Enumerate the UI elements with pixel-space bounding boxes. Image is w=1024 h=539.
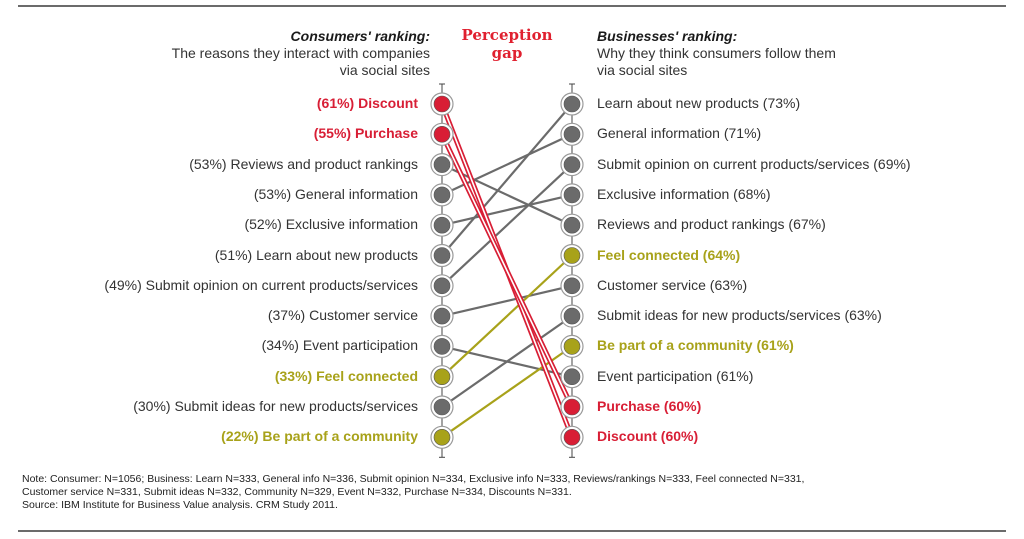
consumer-node — [433, 126, 451, 143]
consumer-node — [433, 398, 451, 416]
business-label: General information (71%) — [597, 125, 762, 142]
consumer-node — [433, 247, 451, 264]
consumer-label: (33%) Feel connected — [274, 367, 418, 384]
business-node — [563, 428, 581, 446]
consumer-label: (53%) General information — [253, 185, 418, 202]
consumers-subtitle-2: via social sites — [339, 62, 430, 78]
business-node — [563, 368, 581, 386]
consumer-node — [433, 277, 451, 295]
business-node — [563, 398, 581, 416]
consumer-node — [433, 338, 451, 355]
business-node — [563, 186, 581, 204]
connector-submit-ideas-for-new-products-services — [441, 315, 573, 408]
consumer-node — [433, 156, 451, 173]
business-label: Exclusive information (68%) — [597, 185, 771, 202]
footnotes: Note: Consumer: N=1056; Business: Learn … — [22, 473, 1002, 512]
consumer-label: (22%) Be part of a community — [221, 428, 418, 445]
connector-learn-about-new-products — [441, 103, 573, 257]
business-label: Event participation (61%) — [597, 367, 754, 384]
consumer-label: (52%) Exclusive information — [244, 216, 418, 233]
bottom-rule — [18, 530, 1006, 532]
business-label: Reviews and product rankings (67%) — [597, 216, 826, 233]
connector-feel-connected — [441, 254, 573, 378]
consumer-node — [433, 95, 451, 113]
businesses-subtitle-2: via social sites — [597, 62, 688, 78]
business-label: Feel connected (64%) — [597, 246, 741, 263]
business-node — [563, 216, 581, 234]
consumer-label: (51%) Learn about new products — [214, 246, 418, 263]
consumer-label: (34%) Event participation — [261, 337, 418, 354]
business-node — [563, 277, 581, 295]
consumer-node — [433, 307, 451, 325]
consumers-subtitle-1: The reasons they interact with companies — [171, 45, 430, 61]
connector-exclusive-information — [441, 193, 573, 227]
business-node — [563, 307, 581, 325]
business-label: Discount (60%) — [597, 428, 699, 445]
business-label: Submit ideas for new products/services (… — [597, 307, 882, 324]
business-label: Be part of a community (61%) — [597, 337, 794, 354]
businesses-header: Businesses' ranking: Why they think cons… — [597, 28, 957, 79]
business-node — [563, 156, 581, 173]
businesses-title: Businesses' ranking: — [597, 28, 738, 44]
consumer-label: (37%) Customer service — [267, 307, 418, 324]
business-label: Purchase (60%) — [597, 398, 702, 414]
consumer-label: (61%) Discount — [316, 95, 418, 111]
connector-customer-service — [441, 284, 573, 318]
consumer-label: (30%) Submit ideas for new products/serv… — [133, 398, 418, 414]
business-node — [563, 126, 581, 143]
consumer-node — [433, 216, 451, 234]
note-line-1: Note: Consumer: N=1056; Business: Learn … — [22, 473, 805, 485]
source-line: Source: IBM Institute for Business Value… — [22, 499, 338, 511]
consumer-node — [433, 368, 451, 386]
consumers-title: Consumers' ranking: — [290, 28, 430, 44]
businesses-subtitle-1: Why they think consumers follow them — [597, 45, 836, 61]
business-label: Submit opinion on current products/servi… — [597, 155, 911, 172]
consumer-node — [433, 428, 451, 446]
top-rule — [18, 5, 1006, 7]
business-node — [563, 247, 581, 264]
business-node — [563, 95, 581, 113]
consumer-node — [433, 186, 451, 204]
business-label: Learn about new products (73%) — [597, 95, 801, 111]
chart-title: Perception gap — [461, 26, 553, 62]
consumer-label: (49%) Submit opinion on current products… — [104, 276, 418, 293]
consumer-label: (55%) Purchase — [313, 125, 418, 142]
note-line-2: Customer service N=331, Submit ideas N=3… — [22, 486, 572, 498]
business-label: Customer service (63%) — [597, 276, 748, 293]
connector-general-information — [441, 133, 573, 196]
business-node — [563, 338, 581, 355]
consumer-label: (53%) Reviews and product rankings — [189, 155, 418, 172]
connector-purchase — [441, 133, 573, 408]
connector-submit-opinion-on-current-products-services — [441, 163, 573, 287]
consumers-header: Consumers' ranking: The reasons they int… — [70, 28, 430, 79]
